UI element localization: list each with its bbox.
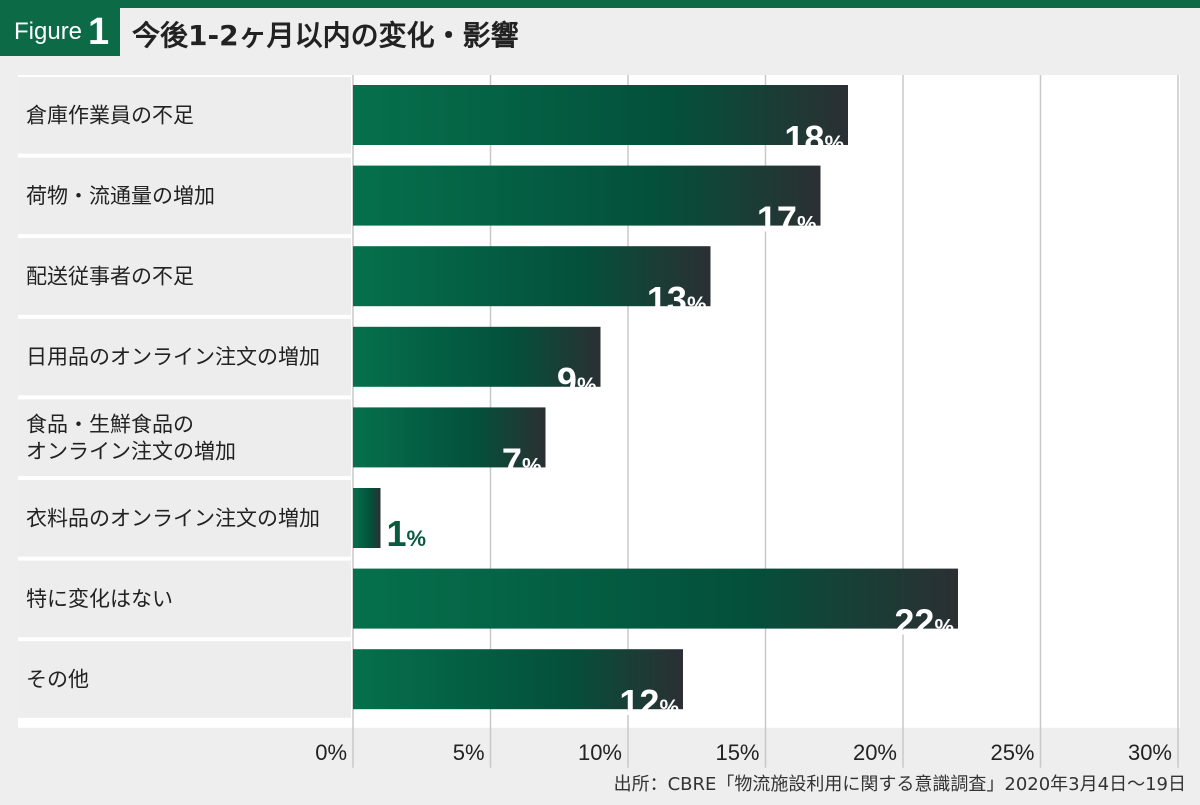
row-label-panel	[18, 318, 351, 396]
bar	[353, 165, 821, 226]
bar	[353, 407, 546, 468]
row-label-panel	[18, 238, 351, 315]
bar	[353, 568, 958, 629]
row-label-panel	[18, 399, 351, 476]
figure-label: Figure	[14, 18, 83, 45]
bar	[353, 326, 601, 387]
category-label: 衣料品のオンライン注文の増加	[26, 506, 320, 530]
value-label: 22%	[894, 602, 954, 643]
bar	[353, 488, 381, 548]
figure-number: 1	[88, 11, 110, 53]
category-label: その他	[26, 668, 89, 692]
x-tick-label: 25%	[990, 740, 1034, 765]
bar	[353, 85, 848, 145]
x-tick-label: 10%	[578, 740, 622, 765]
category-label: 特に変化はない	[26, 587, 173, 611]
value-label: 13%	[647, 279, 707, 320]
x-tick-label: 5%	[453, 740, 485, 765]
category-label: 配送従事者の不足	[26, 265, 194, 289]
row-label-panel	[18, 157, 351, 235]
row-label-panel	[18, 480, 351, 557]
figure-badge: Figure 1	[0, 8, 120, 56]
x-tick-label: 0%	[315, 740, 347, 765]
source-note: 出所：CBRE「物流施設利用に関する意識調査」2020年3月4日〜19日	[613, 774, 1186, 795]
category-label: 荷物・流通量の増加	[26, 184, 215, 208]
chart-title: 今後1-2ヶ月以内の変化・影響	[132, 19, 519, 52]
row-label-panel	[18, 641, 351, 718]
value-label: 17%	[757, 199, 817, 240]
value-label: 1%	[387, 513, 427, 554]
value-label: 12%	[619, 682, 679, 723]
row-label-panel	[18, 560, 351, 638]
category-label: 倉庫作業員の不足	[26, 103, 194, 127]
value-label: 9%	[557, 360, 597, 401]
category-label: 食品・生鮮食品のオンライン注文の増加	[26, 413, 236, 464]
value-label: 18%	[784, 118, 844, 159]
x-tick-label: 30%	[1128, 740, 1172, 765]
bar	[353, 246, 711, 307]
x-tick-label: 15%	[715, 740, 759, 765]
bar	[353, 649, 683, 710]
top-stripe	[0, 0, 1200, 8]
row-label-panel	[18, 77, 351, 154]
value-label: 7%	[502, 440, 542, 481]
x-tick-label: 20%	[853, 740, 897, 765]
category-label: 日用品のオンライン注文の増加	[26, 345, 320, 369]
